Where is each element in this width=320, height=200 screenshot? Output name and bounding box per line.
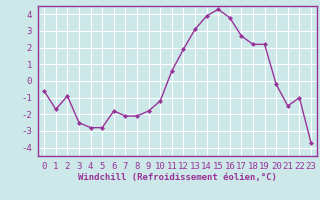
X-axis label: Windchill (Refroidissement éolien,°C): Windchill (Refroidissement éolien,°C) <box>78 173 277 182</box>
